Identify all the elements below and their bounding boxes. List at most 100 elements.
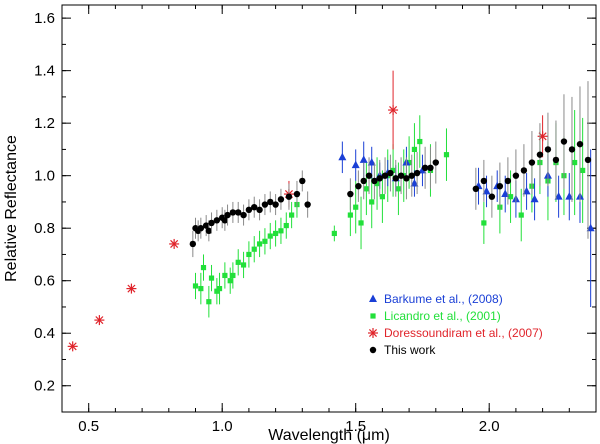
data-point xyxy=(496,182,504,190)
data-point xyxy=(390,167,396,174)
data-point xyxy=(536,151,544,158)
data-point xyxy=(256,241,263,247)
data-point xyxy=(520,167,528,174)
x-tick-label: 0.5 xyxy=(78,418,99,435)
data-point xyxy=(565,192,574,200)
data-point xyxy=(331,230,337,237)
data-point xyxy=(273,230,279,237)
series-this_work xyxy=(189,81,592,258)
data-point xyxy=(251,246,257,252)
data-point xyxy=(522,186,531,195)
data-point xyxy=(530,194,539,203)
data-point xyxy=(230,272,236,279)
data-point xyxy=(374,180,380,187)
data-point xyxy=(245,206,253,214)
data-point xyxy=(227,278,233,284)
data-point xyxy=(198,285,204,292)
data-point xyxy=(261,201,269,208)
legend-marker xyxy=(369,346,377,354)
data-point xyxy=(221,217,229,224)
data-point xyxy=(488,193,496,200)
data-point xyxy=(267,198,274,206)
data-point xyxy=(293,190,301,198)
plot-area: 0.5 1.0 1.5 2.0 0.2 0.4 0.6 0.8 1.0 1.2 1.4 1.6 Wave… xyxy=(3,4,597,444)
data-point xyxy=(235,209,242,216)
data-point xyxy=(229,209,237,216)
data-point xyxy=(246,251,252,258)
series-licandro xyxy=(192,110,586,318)
data-point xyxy=(347,190,354,198)
data-point xyxy=(367,158,376,166)
data-point xyxy=(363,186,369,192)
data-point xyxy=(537,131,548,142)
data-point xyxy=(202,222,210,229)
asterisk-stroke xyxy=(170,239,179,248)
data-point xyxy=(338,152,347,161)
data-point xyxy=(528,159,536,166)
data-point xyxy=(397,172,405,179)
data-point xyxy=(208,275,215,281)
data-point xyxy=(507,194,514,200)
asterisk-stroke xyxy=(68,342,77,351)
data-point xyxy=(365,172,373,179)
legend-marker xyxy=(368,328,378,338)
data-point xyxy=(568,146,576,153)
data-point xyxy=(482,186,491,195)
data-point xyxy=(512,172,520,179)
data-point xyxy=(443,152,450,158)
data-point xyxy=(192,283,199,289)
data-point xyxy=(518,212,524,218)
legend-marker xyxy=(370,313,376,319)
data-point xyxy=(369,199,375,205)
data-point xyxy=(262,238,268,244)
data-point xyxy=(580,167,586,174)
y-tick-label: 1.2 xyxy=(34,115,55,132)
data-point xyxy=(560,138,568,145)
data-point xyxy=(240,262,247,268)
data-point xyxy=(251,203,258,211)
y-tick-label: 0.4 xyxy=(34,325,55,342)
data-point xyxy=(289,212,295,218)
legend-label: Barkume et al., (2008) xyxy=(384,292,503,306)
data-point xyxy=(432,159,439,166)
data-point xyxy=(480,177,488,185)
data-point xyxy=(304,201,311,208)
data-point xyxy=(504,177,512,185)
data-point xyxy=(421,164,429,171)
data-point xyxy=(189,240,197,248)
data-point xyxy=(277,196,285,203)
data-point xyxy=(481,220,487,226)
data-point xyxy=(285,193,293,200)
data-point xyxy=(501,189,510,198)
data-point xyxy=(216,285,223,292)
data-point xyxy=(379,194,385,200)
data-point xyxy=(371,177,378,185)
data-point xyxy=(395,186,402,192)
y-tick-label: 1.0 xyxy=(34,168,55,185)
data-point xyxy=(552,156,560,164)
data-point xyxy=(413,169,421,177)
data-point xyxy=(206,299,212,305)
data-point xyxy=(392,175,399,182)
data-point xyxy=(576,140,584,148)
data-point xyxy=(169,238,180,249)
data-point xyxy=(388,105,399,116)
data-point xyxy=(411,146,418,153)
data-point xyxy=(197,224,205,232)
data-point xyxy=(222,272,228,279)
data-point xyxy=(406,159,412,166)
data-point xyxy=(472,185,480,193)
data-point xyxy=(403,175,410,182)
asterisk-stroke xyxy=(368,328,378,338)
data-point xyxy=(584,156,592,164)
data-point xyxy=(418,165,427,174)
data-point xyxy=(358,220,364,226)
legend-label: This work xyxy=(384,343,436,357)
data-point xyxy=(126,283,137,294)
y-axis-label: Relative Reflectance xyxy=(3,135,20,282)
data-point xyxy=(359,155,368,163)
legend-label: Doressoundiram et al., (2007) xyxy=(384,326,543,340)
data-point xyxy=(376,175,383,182)
data-point xyxy=(410,179,419,187)
x-axis-label: Wavelength (μm) xyxy=(268,427,390,444)
